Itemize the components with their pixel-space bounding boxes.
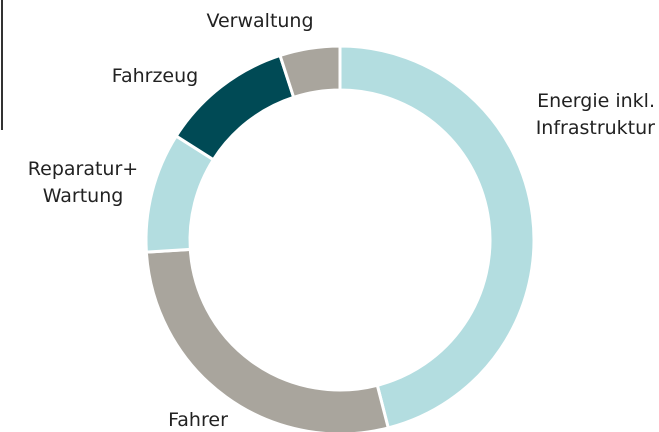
donut-segment	[278, 44, 342, 100]
label-line: Reparatur+	[28, 158, 138, 180]
label-line: Infrastruktur	[536, 117, 655, 139]
donut-segment	[144, 247, 391, 432]
label-line: Fahrzeug	[112, 65, 198, 87]
segment-label: Verwaltung	[206, 10, 313, 32]
donut-segment	[338, 44, 536, 430]
label-line: Verwaltung	[206, 10, 313, 32]
label-line: Energie inkl.	[537, 90, 655, 112]
segment-label: Fahrer	[168, 409, 228, 431]
label-line: Fahrer	[168, 409, 228, 431]
segment-label: Fahrzeug	[112, 65, 198, 87]
segment-label: Energie inkl. Infrastruktur	[536, 90, 655, 139]
label-line: Wartung	[43, 185, 124, 207]
segment-label: Reparatur+ Wartung	[28, 158, 138, 207]
